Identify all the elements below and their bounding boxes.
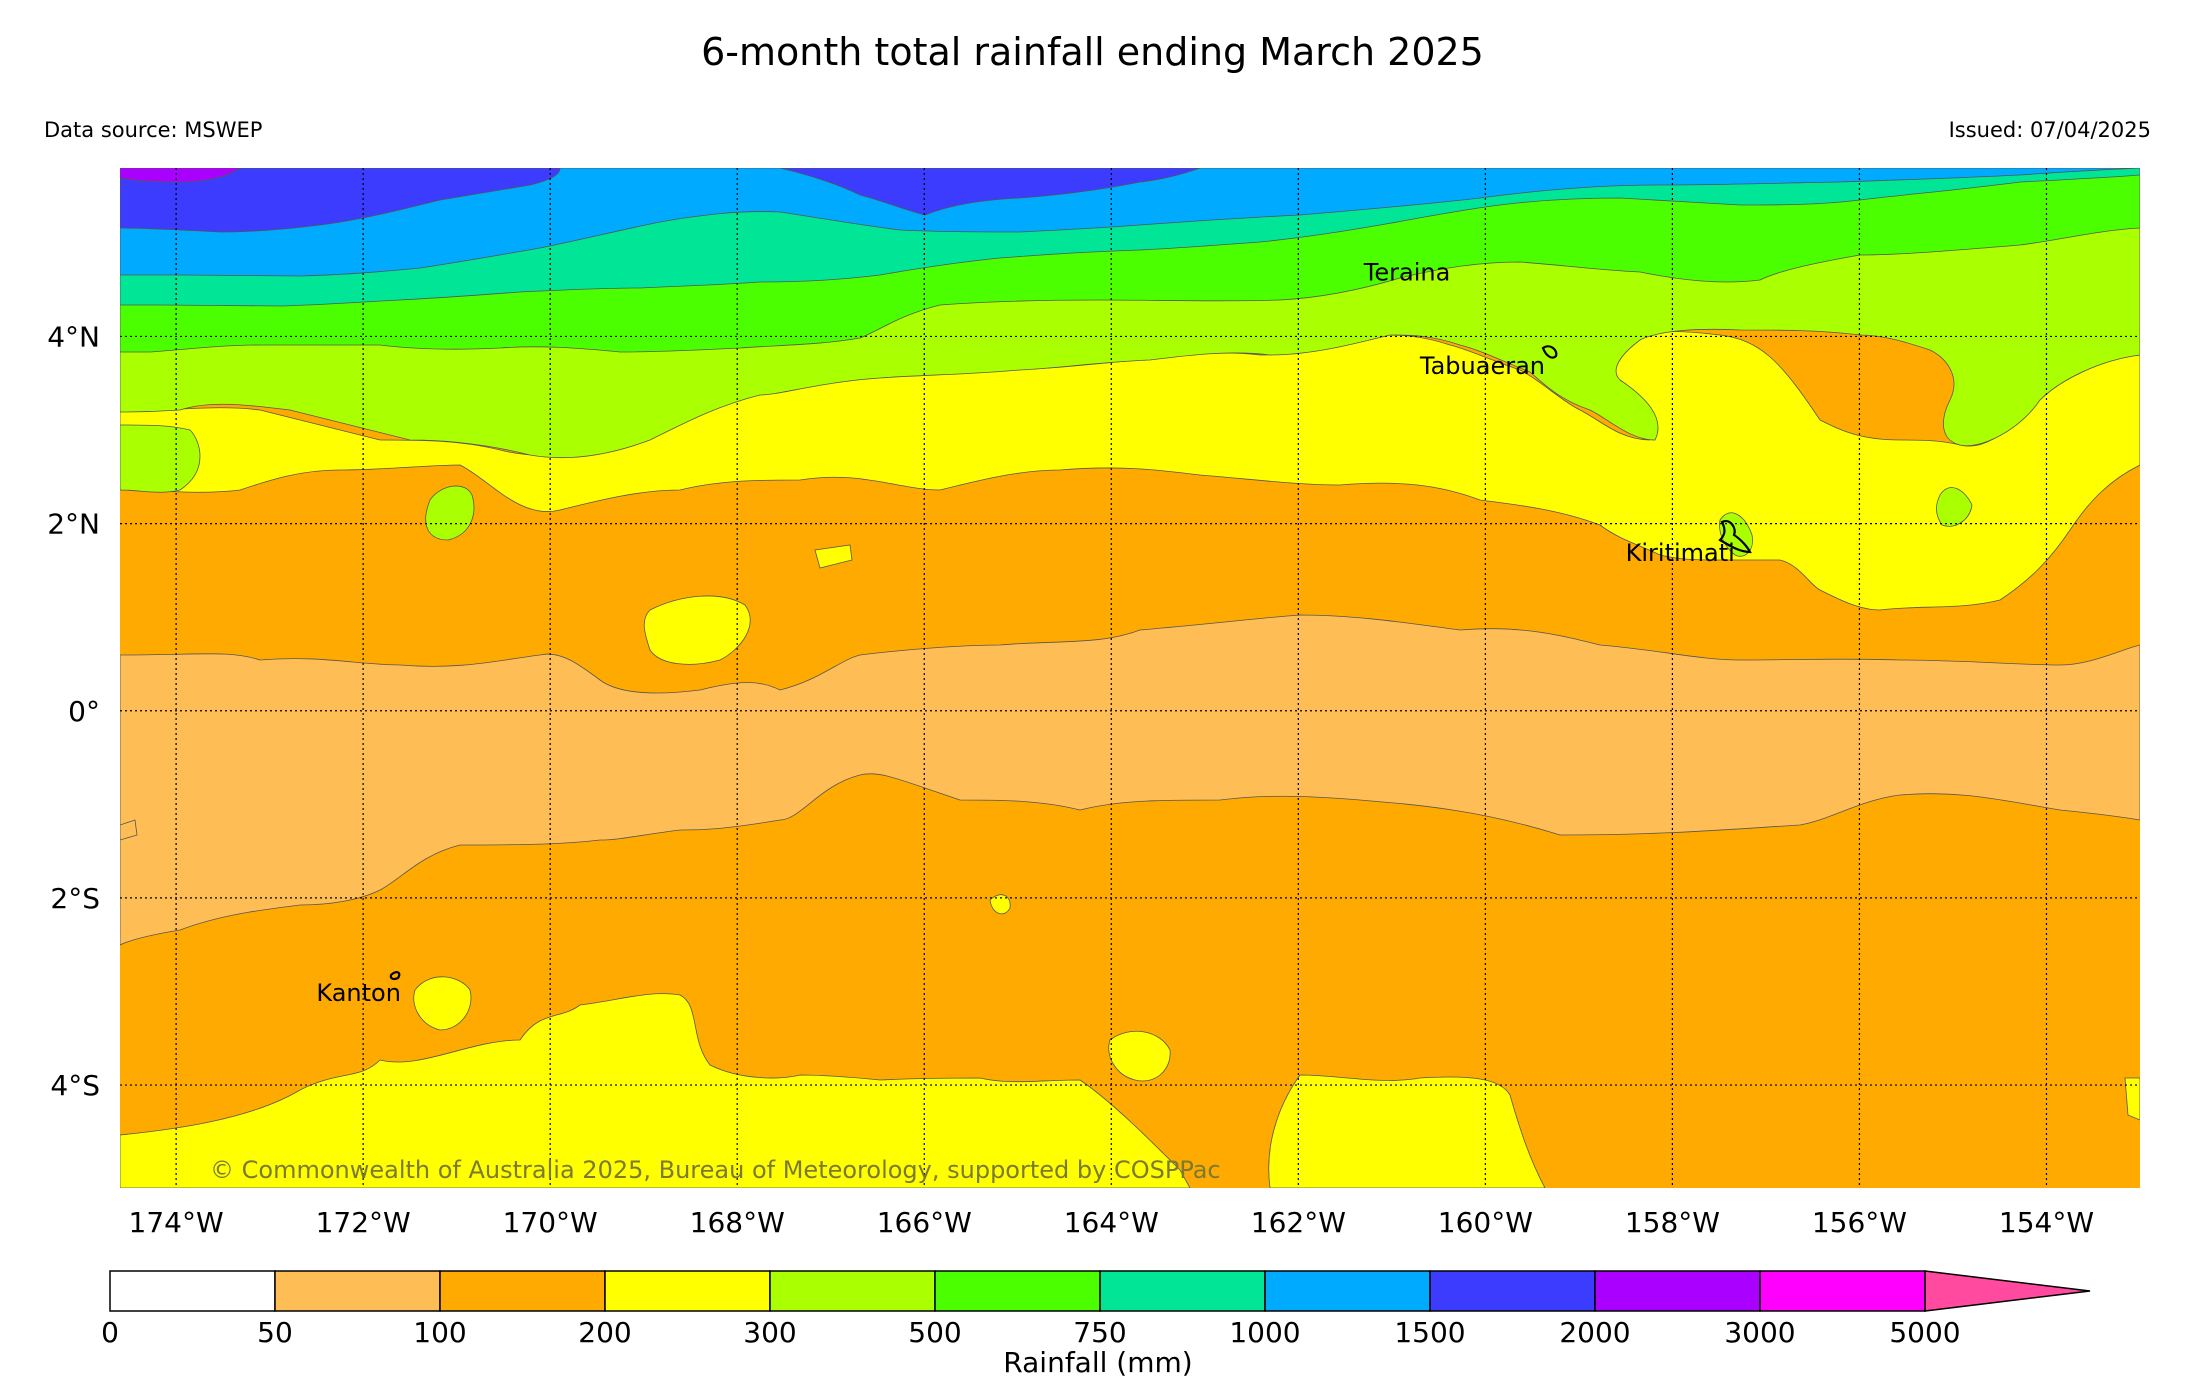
latitude-labels: 4°N 2°N 0° 2°S 4°S xyxy=(47,320,100,1102)
kanton-outline xyxy=(389,971,401,981)
colorbar-swatch xyxy=(769,1270,936,1312)
place-label: Kiritimati xyxy=(1626,539,1735,567)
longitude-tick-label: 164°W xyxy=(1064,1206,1159,1239)
band-300-500-islet-2 xyxy=(1936,487,1973,527)
colorbar-tick-label: 1500 xyxy=(1394,1316,1465,1349)
colorbar-axis-label: Rainfall (mm) xyxy=(1003,1346,1192,1379)
kiritimati-outline xyxy=(1718,520,1752,554)
longitude-tick-label: 156°W xyxy=(1812,1206,1907,1239)
place-label: Kanton xyxy=(316,979,401,1007)
longitude-tick-label: 160°W xyxy=(1438,1206,1533,1239)
colorbar-swatch xyxy=(439,1270,606,1312)
band-1000-1500 xyxy=(120,168,2140,277)
longitude-tick-label: 172°W xyxy=(316,1206,411,1239)
colorbar-extend-arrow xyxy=(1924,1270,2091,1312)
colorbar-tick-label: 3000 xyxy=(1724,1316,1795,1349)
map-gridlines xyxy=(120,168,2140,1188)
map-title: 6-month total rainfall ending March 2025 xyxy=(701,30,1484,74)
longitude-tick-label: 166°W xyxy=(877,1206,972,1239)
rainfall-contours xyxy=(120,168,2140,1188)
colorbar-tick-label: 500 xyxy=(908,1316,961,1349)
latitude-tick-label: 2°N xyxy=(47,508,100,541)
colorbar-tick-label: 200 xyxy=(578,1316,631,1349)
latitude-tick-label: 4°N xyxy=(47,320,100,353)
colorbar-swatch xyxy=(109,1270,276,1312)
longitude-tick-label: 162°W xyxy=(1251,1206,1346,1239)
band-200-300-south xyxy=(120,993,1191,1188)
band-200-300-islet xyxy=(643,595,751,665)
band-1500-2000 xyxy=(120,168,1201,233)
copyright-notice: © Commonwealth of Australia 2025, Bureau… xyxy=(210,1156,1221,1184)
band-50-100-islet xyxy=(120,819,138,841)
colorbar-tick-label: 100 xyxy=(413,1316,466,1349)
colorbar-tick-label: 300 xyxy=(743,1316,796,1349)
colorbar-swatch xyxy=(1759,1270,1926,1312)
colorbar-tick-label: 750 xyxy=(1073,1316,1126,1349)
band-200-300-islet-2 xyxy=(814,544,853,569)
data-source-label: Data source: MSWEP xyxy=(44,118,263,142)
colorbar-tick-label: 1000 xyxy=(1229,1316,1300,1349)
colorbar-swatch xyxy=(1099,1270,1266,1312)
colorbar-swatch xyxy=(604,1270,771,1312)
colorbar-swatch xyxy=(1594,1270,1761,1312)
place-label: Teraina xyxy=(1363,258,1451,286)
band-200-300-islet-4 xyxy=(1108,1031,1171,1082)
issued-date-label: Issued: 07/04/2025 xyxy=(1948,118,2151,142)
longitude-tick-label: 158°W xyxy=(1625,1206,1720,1239)
latitude-tick-label: 4°S xyxy=(50,1069,100,1102)
longitude-tick-label: 174°W xyxy=(129,1206,224,1239)
band-200-300-south-3 xyxy=(2124,1077,2140,1121)
band-2000-3000 xyxy=(120,168,241,183)
latitude-tick-label: 0° xyxy=(68,695,100,728)
band-200-300-south-2 xyxy=(1268,1074,1546,1188)
longitude-tick-label: 168°W xyxy=(690,1206,785,1239)
colorbar-tick-label: 5000 xyxy=(1889,1316,1960,1349)
longitude-tick-label: 154°W xyxy=(1999,1206,2094,1239)
band-50-100 xyxy=(120,614,2140,946)
band-200-300-islet-5 xyxy=(989,894,1011,915)
place-labels: Teraina Tabuaeran Kiritimati Kanton xyxy=(316,258,1734,1007)
tabuaeran-outline xyxy=(1541,345,1558,359)
latitude-tick-label: 2°S xyxy=(50,882,100,915)
colorbar-tick-label: 50 xyxy=(257,1316,293,1349)
colorbar-tick-label: 2000 xyxy=(1559,1316,1630,1349)
place-label: Tabuaeran xyxy=(1419,352,1545,380)
colorbar-swatch xyxy=(1429,1270,1596,1312)
band-200-300-islet-3 xyxy=(413,976,472,1031)
longitude-tick-label: 170°W xyxy=(503,1206,598,1239)
colorbar-tick-label: 0 xyxy=(101,1316,119,1349)
colorbar-swatch xyxy=(934,1270,1101,1312)
longitude-labels: 174°W 172°W 170°W 168°W 166°W 164°W 162°W 160°W… xyxy=(129,1206,2095,1239)
colorbar: 0 50 100 200 300 500 750 1000 1500 2000 3000 5000 xyxy=(101,1270,2091,1349)
colorbar-swatch xyxy=(1264,1270,1431,1312)
colorbar-swatch xyxy=(274,1270,441,1312)
